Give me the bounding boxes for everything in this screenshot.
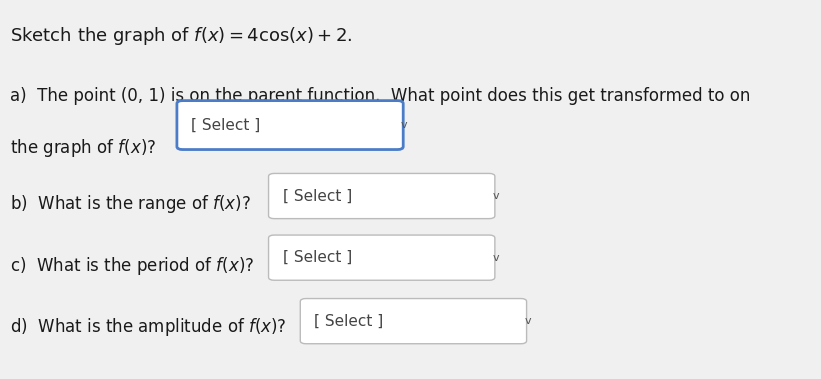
Text: d)  What is the amplitude of $f(x)$?: d) What is the amplitude of $f(x)$? [10, 316, 287, 338]
Text: Sketch the graph of $f(x) = 4\cos(x) + 2$.: Sketch the graph of $f(x) = 4\cos(x) + 2… [10, 25, 352, 47]
Text: v: v [493, 191, 499, 201]
FancyBboxPatch shape [177, 100, 403, 150]
Text: the graph of $f(x)$?: the graph of $f(x)$? [10, 137, 156, 159]
Text: c)  What is the period of $f(x)$?: c) What is the period of $f(x)$? [10, 255, 254, 277]
Text: [ Select ]: [ Select ] [282, 188, 352, 204]
Text: b)  What is the range of $f(x)$?: b) What is the range of $f(x)$? [10, 193, 251, 215]
Text: [ Select ]: [ Select ] [314, 314, 383, 329]
FancyBboxPatch shape [300, 299, 526, 344]
Text: v: v [401, 120, 408, 130]
Text: [ Select ]: [ Select ] [191, 117, 260, 133]
FancyBboxPatch shape [268, 174, 495, 219]
Text: [ Select ]: [ Select ] [282, 250, 352, 265]
FancyBboxPatch shape [268, 235, 495, 280]
Text: v: v [525, 316, 531, 326]
Text: v: v [493, 253, 499, 263]
Text: a)  The point (0, 1) is on the parent function.  What point does this get transf: a) The point (0, 1) is on the parent fun… [10, 87, 750, 105]
